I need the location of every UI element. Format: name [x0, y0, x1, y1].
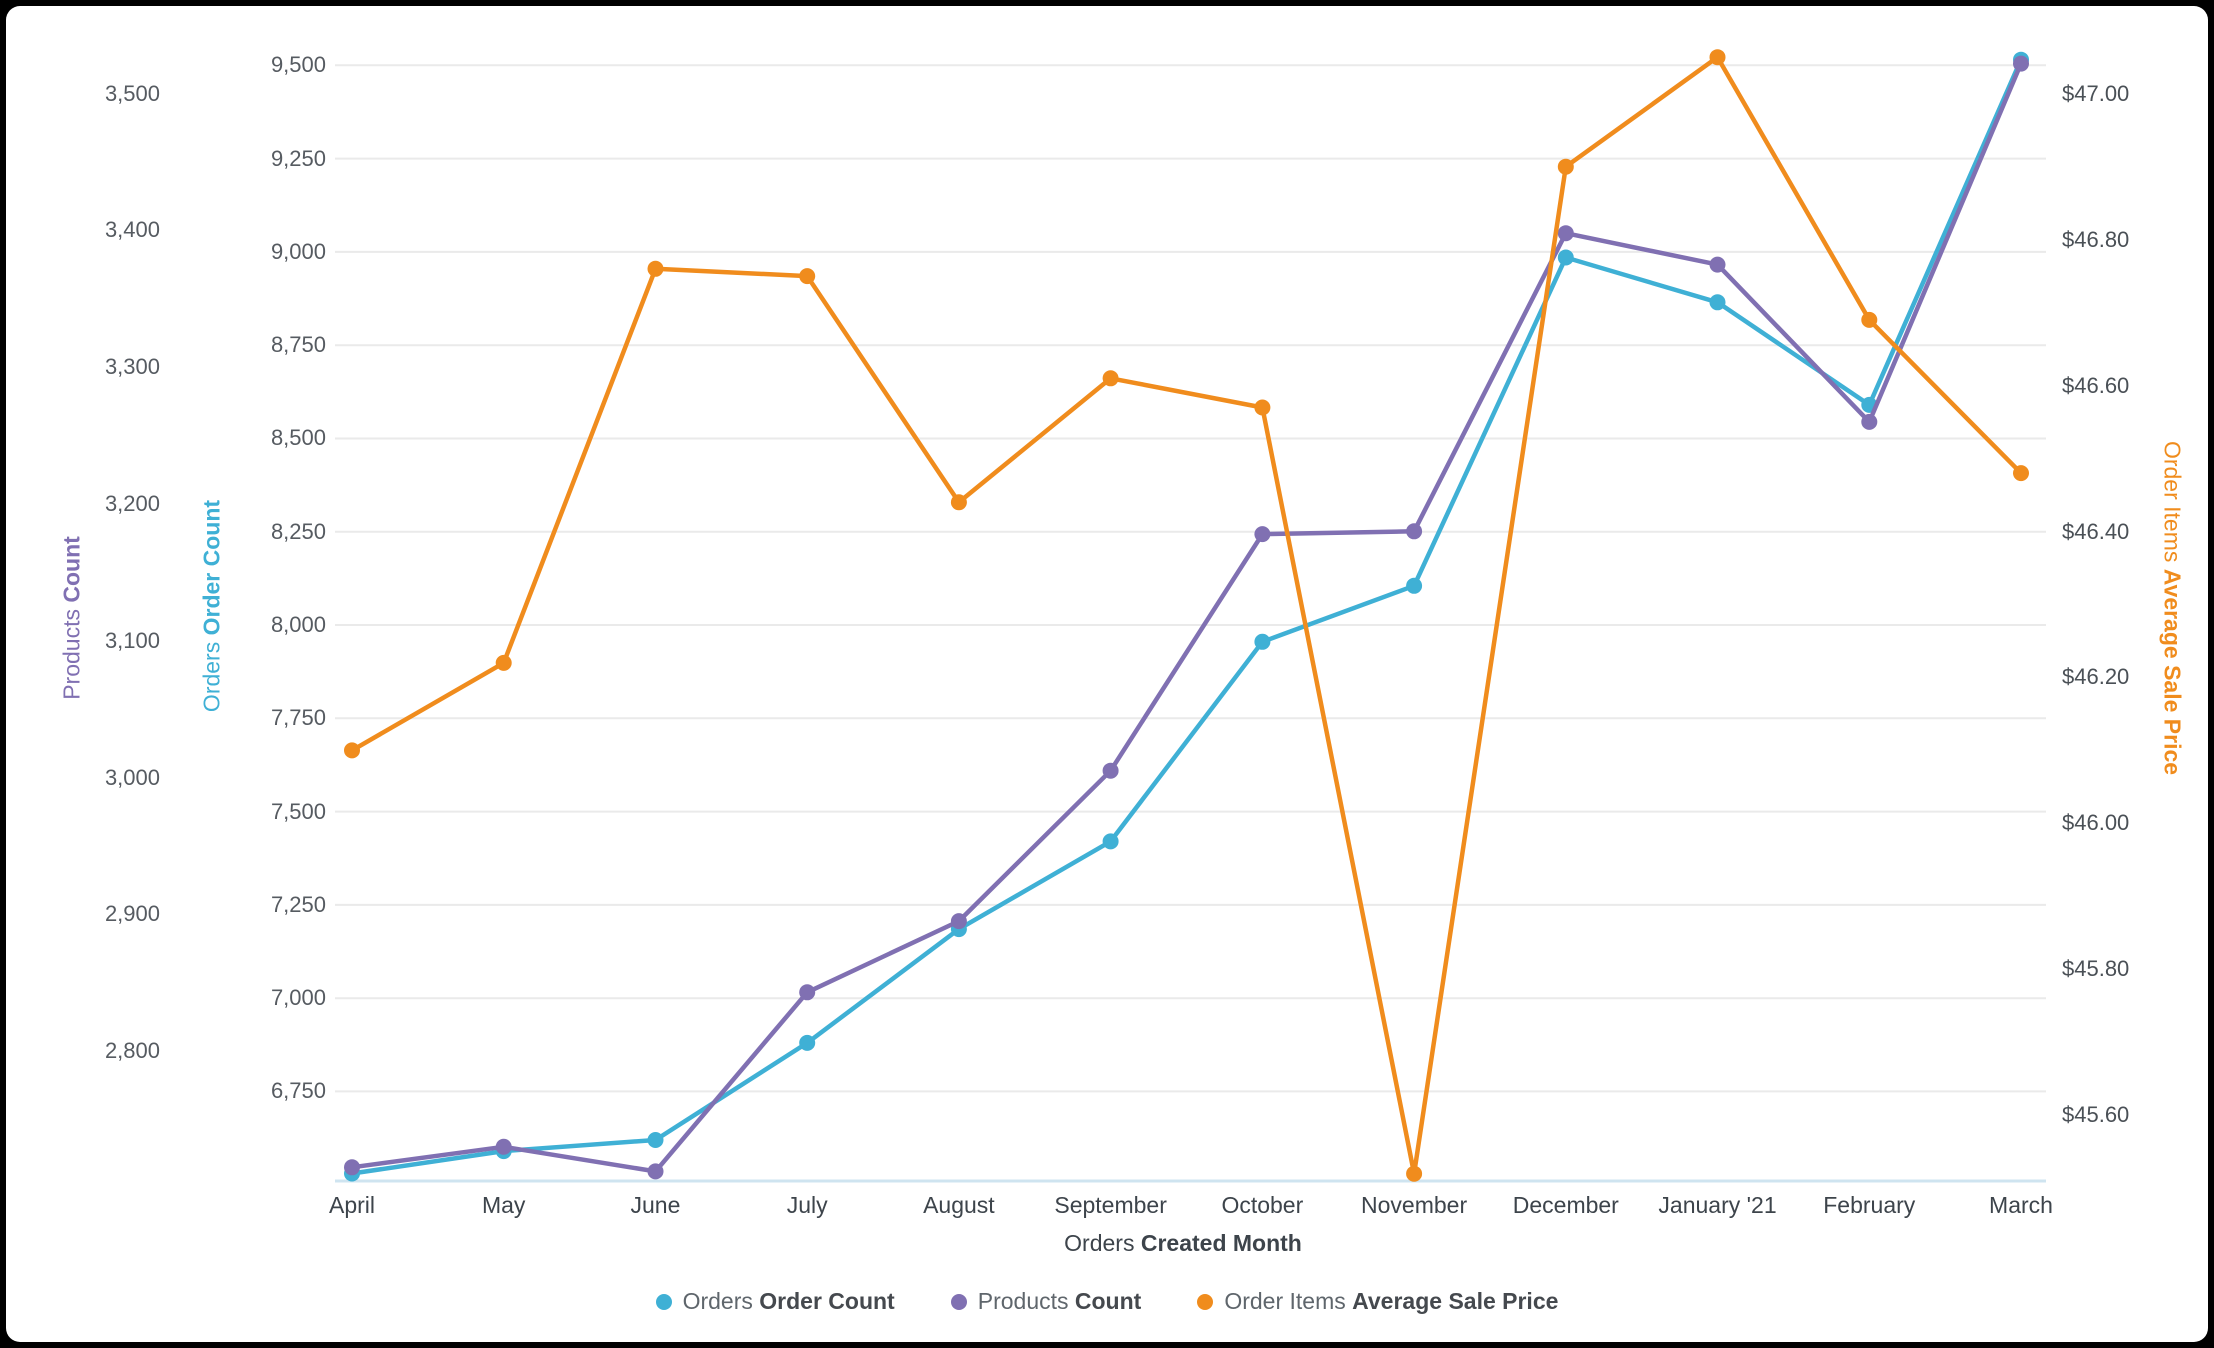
tick-label-products: 3,100 [104, 627, 160, 653]
data-point-order-items-average-sale-price-10[interactable] [1709, 49, 1726, 66]
legend-item-orders-order-count[interactable]: Orders Order Count [655, 1288, 895, 1315]
data-point-products-count-5[interactable] [950, 913, 967, 930]
data-point-orders-order-count-10[interactable] [1709, 294, 1726, 311]
tick-label-orders: 6,750 [270, 1078, 326, 1104]
tick-label-orders: 9,250 [270, 145, 326, 171]
data-point-order-items-average-sale-price-3[interactable] [647, 260, 664, 277]
data-point-products-count-2[interactable] [495, 1138, 512, 1155]
tick-label-products: 3,500 [104, 80, 160, 106]
data-point-order-items-average-sale-price-7[interactable] [1254, 399, 1271, 416]
y-axis-title-price: Order Items Average Sale Price [2159, 441, 2186, 775]
series-line-orders-order-count [349, 57, 2024, 1176]
x-axis-label: December [1512, 1192, 1619, 1218]
x-axis-label: October [1221, 1192, 1304, 1218]
tick-label-orders: 8,250 [270, 518, 326, 544]
data-point-orders-order-count-9[interactable] [1557, 249, 1574, 266]
data-point-order-items-average-sale-price-2[interactable] [495, 654, 512, 671]
axis-title-bold: Average Sale Price [2159, 568, 2186, 776]
x-axis-label: September [1054, 1192, 1167, 1218]
tick-label-orders: 7,250 [270, 891, 326, 917]
tick-label-price: $46.20 [2062, 664, 2130, 690]
data-point-orders-order-count-8[interactable] [1406, 577, 1423, 594]
series-line-order-items-average-sale-price [349, 54, 2024, 1176]
data-point-products-count-3[interactable] [647, 1163, 664, 1180]
data-point-order-items-average-sale-price-9[interactable] [1557, 158, 1574, 175]
x-axis-label: January '21 [1658, 1192, 1777, 1218]
data-point-products-count-10[interactable] [1709, 256, 1726, 273]
series-line-products-count [349, 61, 2024, 1174]
x-axis-label: March [1989, 1192, 2053, 1218]
legend-marker-icon [655, 1293, 672, 1310]
data-point-products-count-11[interactable] [1861, 413, 1878, 430]
data-point-products-count-8[interactable] [1406, 523, 1423, 540]
tick-label-orders: 7,750 [270, 705, 326, 731]
x-axis-title-bold: Created Month [1140, 1230, 1302, 1256]
tick-label-products: 3,200 [104, 490, 160, 516]
legend-item-order-items-average-sale-price[interactable]: Order Items Average Sale Price [1197, 1288, 1558, 1315]
tick-label-orders: 8,000 [270, 612, 326, 638]
tick-label-price: $46.40 [2062, 518, 2130, 544]
x-axis-title-prefix: Orders [1064, 1230, 1135, 1256]
legend: Orders Order Count Products Count Order It… [0, 1288, 2214, 1315]
axis-title-prefix: Orders [198, 641, 225, 713]
data-point-products-count-7[interactable] [1254, 526, 1271, 543]
y-axis-title-products: Products Count [59, 536, 86, 700]
tick-label-orders: 9,000 [270, 238, 326, 264]
x-axis-label: November [1361, 1192, 1468, 1218]
legend-marker-icon [1197, 1293, 1214, 1310]
data-point-products-count-6[interactable] [1102, 762, 1119, 779]
legend-label: Order Items Average Sale Price [1224, 1288, 1559, 1314]
tick-label-orders: 7,000 [270, 985, 326, 1011]
x-axis-title: Orders Created Month [1064, 1230, 1302, 1257]
tick-label-orders: 7,500 [270, 798, 326, 824]
x-axis-label: February [1823, 1192, 1916, 1218]
data-point-order-items-average-sale-price-8[interactable] [1406, 1165, 1423, 1182]
x-axis-label: April [328, 1192, 375, 1218]
data-point-products-count-1[interactable] [344, 1159, 360, 1176]
data-point-products-count-12[interactable] [2013, 55, 2029, 72]
x-axis-label: July [786, 1192, 828, 1218]
data-point-order-items-average-sale-price-6[interactable] [1102, 370, 1119, 387]
data-point-order-items-average-sale-price-11[interactable] [1861, 311, 1878, 328]
data-point-order-items-average-sale-price-4[interactable] [799, 268, 816, 285]
data-point-order-items-average-sale-price-12[interactable] [2013, 465, 2029, 482]
legend-label: Orders Order Count [682, 1288, 895, 1314]
chart-card [6, 6, 2208, 1342]
tick-label-products: 2,800 [104, 1038, 160, 1064]
x-axis-label: August [923, 1192, 995, 1218]
tick-label-orders: 9,500 [270, 52, 326, 78]
legend-item-products-count[interactable]: Products Count [950, 1288, 1142, 1315]
y-axis-title-orders: Orders Order Count [199, 500, 226, 712]
axis-title-prefix: Order Items [2159, 440, 2186, 563]
data-point-orders-order-count-3[interactable] [647, 1132, 664, 1148]
tick-label-price: $46.60 [2062, 372, 2130, 398]
legend-label: Products Count [977, 1288, 1142, 1314]
data-point-orders-order-count-7[interactable] [1254, 633, 1271, 650]
tick-label-products: 3,300 [104, 354, 160, 380]
tick-label-orders: 8,500 [270, 425, 326, 451]
axis-title-prefix: Products [58, 609, 85, 700]
data-point-products-count-9[interactable] [1557, 225, 1574, 242]
legend-marker-icon [950, 1293, 967, 1310]
tick-label-price: $46.00 [2062, 810, 2130, 836]
tick-label-products: 2,900 [104, 901, 160, 927]
tick-label-price: $46.80 [2062, 226, 2130, 252]
data-point-products-count-4[interactable] [799, 984, 816, 1001]
tick-label-price: $47.00 [2062, 80, 2130, 106]
axis-title-bold: Count [58, 536, 85, 603]
data-point-orders-order-count-6[interactable] [1102, 833, 1119, 850]
tick-label-orders: 8,750 [270, 332, 326, 358]
data-point-orders-order-count-4[interactable] [799, 1034, 816, 1051]
tick-label-price: $45.60 [2062, 1102, 2130, 1128]
tick-label-products: 3,000 [104, 764, 160, 790]
x-axis-label: May [481, 1192, 526, 1218]
tick-label-price: $45.80 [2062, 956, 2130, 982]
x-axis-label: June [630, 1192, 681, 1218]
data-point-order-items-average-sale-price-5[interactable] [950, 494, 967, 511]
tick-label-products: 3,400 [104, 217, 160, 243]
axis-title-bold: Order Count [198, 499, 225, 636]
data-point-order-items-average-sale-price-1[interactable] [344, 742, 360, 759]
